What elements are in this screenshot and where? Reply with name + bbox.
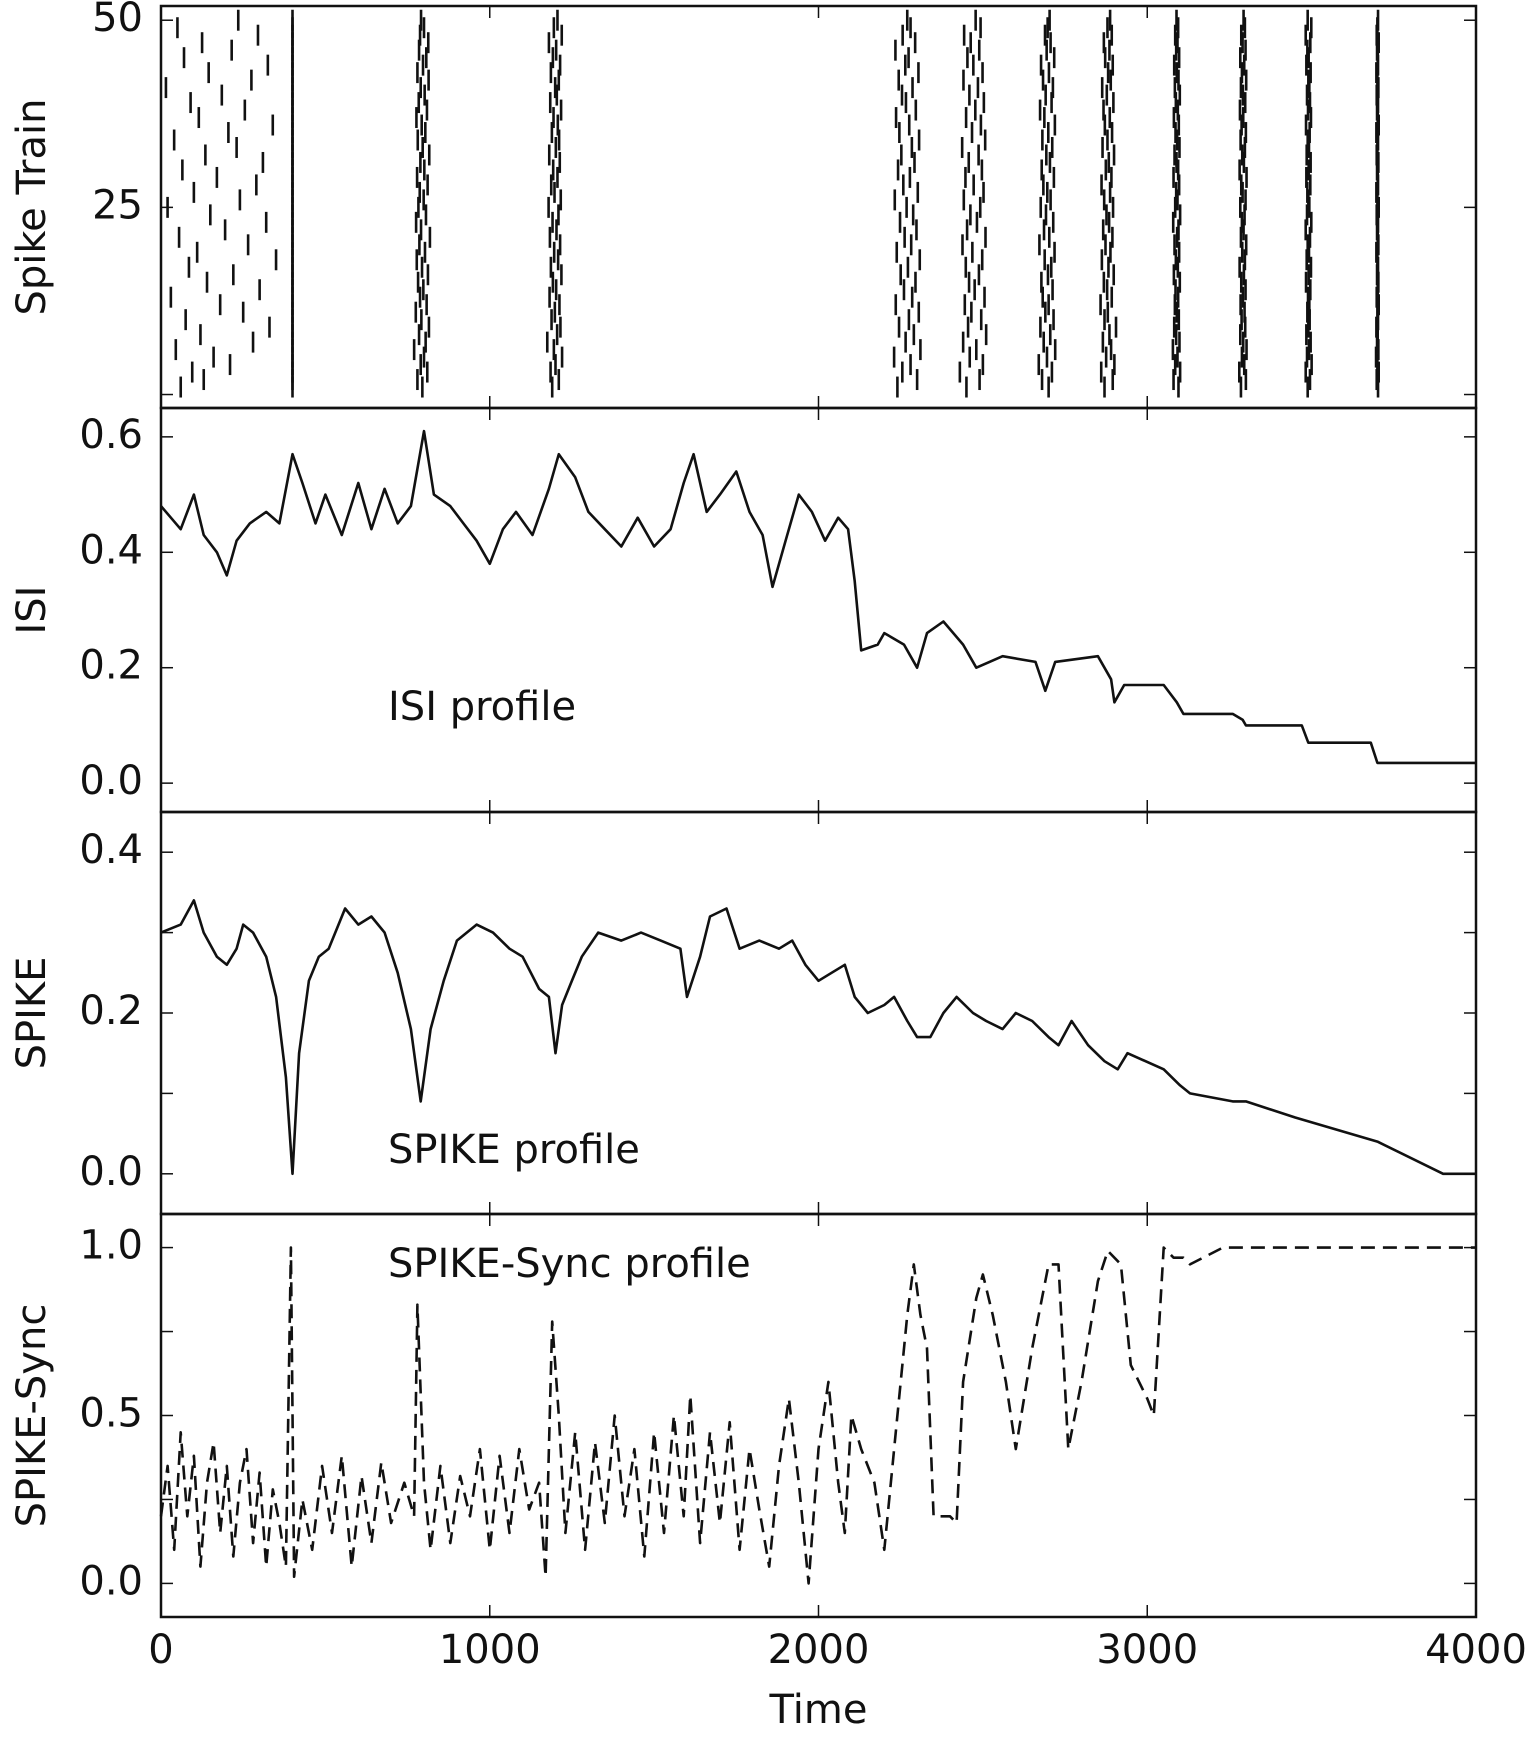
y-tick-label: 50 — [92, 0, 143, 41]
panel-frame — [159, 406, 1478, 814]
y-tick-label: 0.0 — [79, 758, 143, 804]
panel-frame — [159, 4, 1478, 410]
annotation: SPIKE-Sync profile — [388, 1241, 751, 1287]
y-tick-label: 0.2 — [79, 988, 143, 1034]
y-axis-label: Spike Train — [9, 99, 55, 316]
profile-line — [160, 899, 1476, 1176]
y-tick-label: 1.0 — [79, 1223, 143, 1269]
x-tick-label: 0 — [148, 1627, 173, 1673]
y-axis-label: ISI — [9, 586, 55, 635]
y-tick-label: 0.5 — [79, 1391, 143, 1437]
y-axis-label: SPIKE — [9, 957, 55, 1070]
y-tick-label: 0.4 — [79, 827, 143, 873]
y-tick-label: 0.0 — [79, 1558, 143, 1604]
x-tick-label: 2000 — [768, 1627, 870, 1673]
x-tick-label: 3000 — [1096, 1627, 1198, 1673]
y-tick-label: 0.2 — [79, 643, 143, 689]
panel-frame — [159, 810, 1478, 1216]
profile-line — [160, 429, 1476, 765]
profile-line — [159, 1246, 1476, 1585]
y-tick-label: 0.6 — [79, 412, 143, 458]
panel-frame — [159, 1212, 1478, 1619]
x-axis-label: Time — [769, 1687, 868, 1733]
y-tick-label: 25 — [92, 182, 143, 228]
y-tick-label: 0.4 — [79, 527, 143, 573]
annotation: ISI profile — [388, 684, 576, 730]
y-axis-label: SPIKE-Sync — [9, 1304, 55, 1528]
x-tick-label: 4000 — [1425, 1627, 1527, 1673]
y-tick-label: 0.0 — [79, 1149, 143, 1195]
x-tick-label: 1000 — [439, 1627, 541, 1673]
annotation: SPIKE profile — [388, 1127, 640, 1173]
